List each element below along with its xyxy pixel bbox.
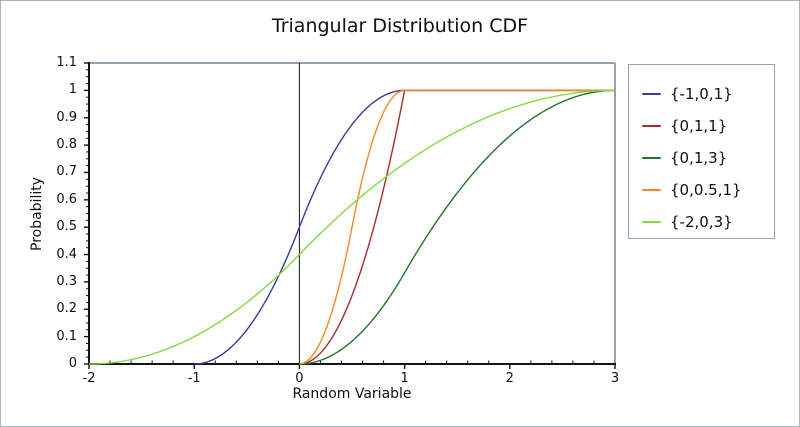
y-tick-label-8: 0.8 [56, 137, 77, 153]
y-tick-label-10: 1 [68, 82, 77, 98]
y-tick-label-0: 0 [68, 356, 77, 371]
x-axis-label: Random Variable [292, 386, 412, 402]
legend-swatch [642, 124, 661, 128]
x-tick-label-4: 2 [505, 371, 514, 386]
y-tick-label-2: 0.2 [56, 301, 77, 317]
cdf-curve-0 [194, 89, 615, 365]
cdf-curve-1 [299, 89, 615, 365]
x-tick-label-0: -2 [82, 371, 96, 386]
legend-label: {0,1,3} [670, 149, 728, 167]
y-tick-label-5: 0.5 [56, 219, 77, 235]
legend-item-3: {0,0.5,1} [629, 174, 774, 206]
legend-label: {-2,0,3} [670, 213, 733, 231]
y-tick-label-3: 0.3 [56, 273, 77, 289]
legend-label: {-1,0,1} [670, 85, 733, 103]
legend-label: {0,0.5,1} [670, 181, 742, 199]
legend-label: {0,1,1} [670, 117, 728, 135]
legend-swatch [642, 92, 661, 96]
legend-item-4: {-2,0,3} [629, 206, 774, 238]
y-tick-label-9: 0.9 [56, 109, 77, 125]
y-tick-label-4: 0.4 [56, 246, 77, 262]
y-tick-label-1: 0.1 [56, 328, 77, 344]
legend-swatch [642, 220, 661, 224]
legend-item-0: {-1,0,1} [629, 78, 774, 110]
legend-swatch [642, 156, 661, 160]
cdf-curve-3 [299, 89, 615, 365]
x-tick-label-3: 1 [400, 371, 409, 386]
x-tick-label-5: 3 [610, 371, 620, 386]
y-tick-label-7: 0.7 [56, 164, 77, 180]
y-tick-label-11: 1.1 [56, 55, 77, 70]
x-tick-label-2: 0 [295, 371, 304, 386]
chart-title: Triangular Distribution CDF [271, 15, 529, 37]
legend-item-2: {0,1,3} [629, 142, 774, 174]
legend-item-1: {0,1,1} [629, 110, 774, 142]
legend: {-1,0,1} {0,1,1} {0,1,3} {0,0.5,1} {-2,0,3} [628, 64, 775, 239]
cdf-curve-2 [299, 89, 616, 365]
legend-swatch [642, 188, 661, 192]
x-tick-label-1: -1 [187, 371, 201, 386]
y-tick-label-6: 0.6 [56, 191, 77, 207]
cdf-curve-4 [88, 89, 616, 365]
